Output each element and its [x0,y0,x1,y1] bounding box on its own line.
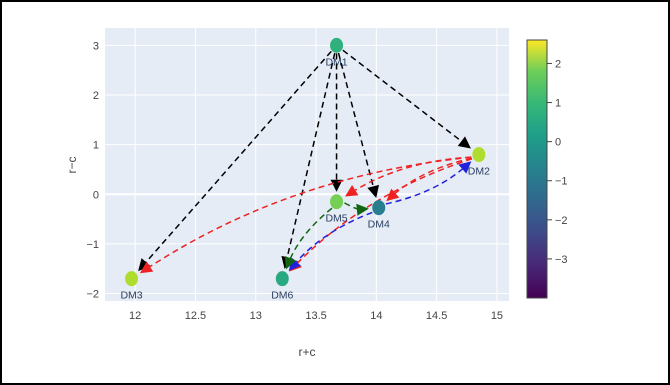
x-tick-label: 14.5 [426,310,447,322]
point-dm1: DM1 [325,37,348,68]
edge-arrowhead [367,184,380,199]
edge-arrowhead [458,161,472,174]
edge-dm5-dm6 [284,207,333,270]
point-marker [330,194,344,210]
point-label: DM5 [325,213,347,225]
x-axis-title: r+c [298,345,315,359]
point-dm6: DM6 [271,271,294,302]
edge-dm4-dm2 [385,161,472,205]
edge-arrowhead [457,136,471,149]
edge-line [351,156,472,193]
edge-line [288,207,333,263]
y-axis-ticks: −2 −1 0 1 2 3 [86,40,99,300]
point-label: DM4 [368,219,390,231]
x-tick-label: 15 [491,310,503,322]
edge-arrowhead [138,258,151,272]
edge-dm1-dm4 [337,52,380,199]
y-tick-label: 3 [93,40,99,52]
colorbar-tick-label: −3 [555,254,568,266]
y-tick-label: −1 [86,239,99,251]
points: DM1 DM2 DM3 DM4 DM5 DM6 [120,37,490,302]
x-tick-label: 14 [370,310,382,322]
x-tick-label: 12 [129,310,141,322]
edge-line [294,158,473,267]
plot-background [105,28,509,301]
y-tick-label: 0 [93,189,99,201]
x-tick-label: 13 [250,310,262,322]
edge-arrowhead [345,185,359,197]
colorbar-ticks: 2 1 0 −1 −2 −3 [547,58,568,266]
edge-arrowhead [139,261,154,274]
grid-lines [105,28,509,301]
y-tick-label: −2 [86,289,99,301]
point-dm3: DM3 [120,271,143,302]
colorbar-tick-label: 2 [555,58,561,70]
point-marker [372,200,386,216]
edge-line [142,50,332,266]
point-marker [472,147,486,163]
point-dm4: DM4 [368,200,390,231]
colorbar-tick-label: −1 [555,176,568,188]
colorbar-tick-label: 1 [555,98,561,110]
y-tick-label: 1 [93,140,99,152]
y-tick-label: 2 [93,90,99,102]
point-marker [330,37,344,53]
edge-arrowhead [386,188,400,202]
point-marker [275,271,289,287]
colorbar-tick-label: −2 [555,215,568,227]
edge-dm2-dm4 [386,157,472,202]
edge-dm5-dm4 [344,202,369,216]
colorbar [526,39,548,299]
colorbar-tick-label: 0 [555,137,561,149]
edge-line [385,165,466,205]
point-label: DM2 [468,166,490,178]
edge-line [337,52,375,191]
edge-line [293,211,373,266]
x-tick-label: 13.5 [305,310,326,322]
edge-dm1-dm2 [342,49,471,149]
point-dm2: DM2 [468,147,490,178]
point-label: DM1 [325,56,347,68]
edge-dm2-dm5 [345,156,472,197]
edges [138,49,473,274]
point-dm5: DM5 [325,194,348,225]
edge-arrowhead [284,256,296,270]
edge-dm1-dm3 [138,50,332,272]
edge-line [344,202,361,211]
point-label: DM3 [120,290,142,302]
edge-line [146,156,472,270]
edge-line [391,157,472,197]
edge-arrowhead [356,203,369,216]
point-label: DM6 [271,290,293,302]
edge-dm2-dm3 [139,156,472,274]
x-tick-label: 12.5 [185,310,206,322]
point-marker [125,271,139,287]
x-axis-ticks: 12 12.5 13 13.5 14 14.5 15 [129,310,503,322]
y-axis-title: r−c [65,156,79,173]
